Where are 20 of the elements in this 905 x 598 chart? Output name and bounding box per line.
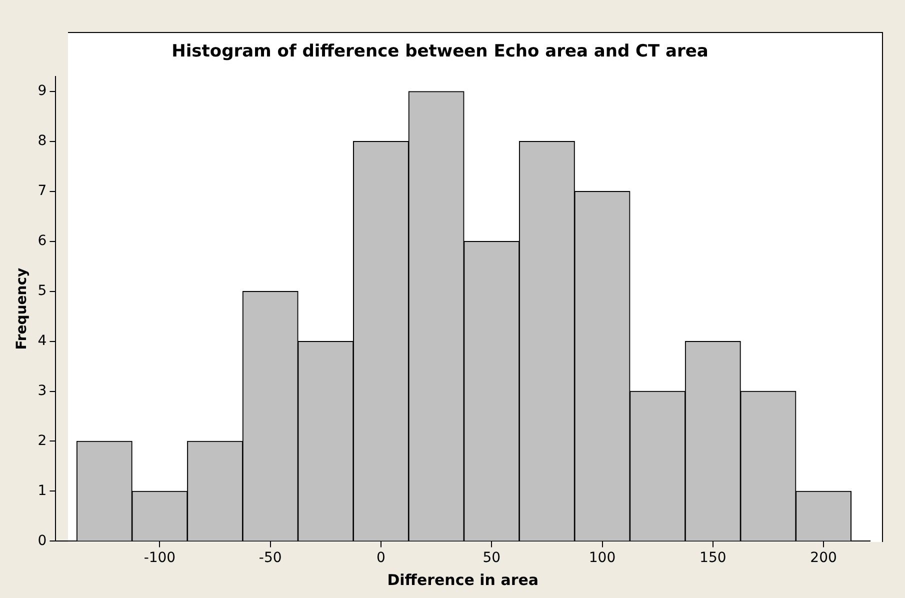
x-tick-label: 100	[588, 550, 616, 566]
x-tick-label: -100	[144, 550, 176, 566]
x-tick-label: 200	[810, 550, 837, 566]
y-tick-label: 6	[38, 232, 47, 249]
y-tick-label: 0	[38, 532, 47, 549]
x-tick-label: 150	[700, 550, 726, 566]
y-tick-label: 7	[38, 182, 47, 199]
y-tick-label: 3	[38, 382, 47, 399]
x-tick-label: 50	[482, 550, 501, 566]
y-axis-title: Frequency	[14, 268, 30, 350]
y-tick-label: 9	[38, 83, 47, 100]
y-tick-label: 4	[38, 332, 47, 349]
y-tick-label: 1	[38, 482, 47, 499]
x-tick-label: -50	[258, 550, 282, 566]
x-axis-title: Difference in area	[387, 570, 539, 589]
y-tick-label: 2	[38, 432, 47, 449]
y-tick-label: 5	[38, 282, 47, 299]
y-tick-label: 8	[38, 133, 47, 150]
chart-title: Histogram of difference between Echo area and CT area	[172, 42, 708, 62]
x-tick-label: 0	[376, 550, 386, 566]
